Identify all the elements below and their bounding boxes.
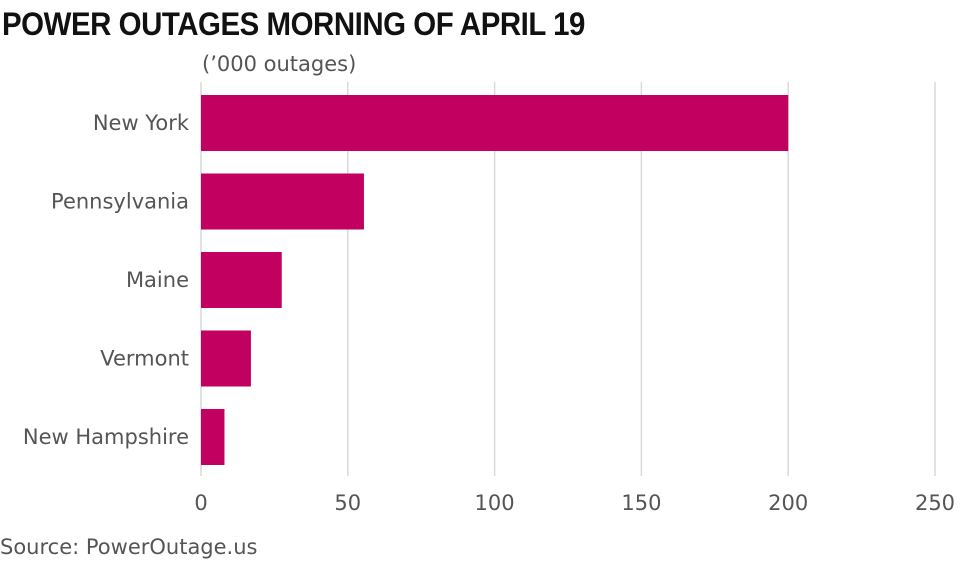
x-tick-label: 100 [475, 491, 515, 515]
category-label: New Hampshire [23, 425, 189, 449]
x-tick-label: 250 [915, 491, 955, 515]
x-tick-label: 50 [334, 491, 361, 515]
bar-new-hampshire [201, 409, 225, 465]
category-label: New York [93, 111, 190, 135]
x-tick-label: 150 [621, 491, 661, 515]
bar-pennsylvania [201, 173, 364, 230]
category-label: Pennsylvania [51, 190, 189, 214]
bar-vermont [201, 330, 251, 387]
x-tick-label: 200 [768, 491, 808, 515]
bar-new-york [201, 95, 789, 151]
chart-title: POWER OUTAGES MORNING OF APRIL 19 [2, 6, 585, 42]
category-label: Vermont [100, 347, 189, 371]
units-label: (’000 outages) [202, 52, 357, 76]
x-tick-label: 0 [194, 491, 207, 515]
source-note: Source: PowerOutage.us [0, 535, 258, 559]
category-label: Maine [126, 268, 189, 292]
bar-maine [201, 252, 282, 308]
